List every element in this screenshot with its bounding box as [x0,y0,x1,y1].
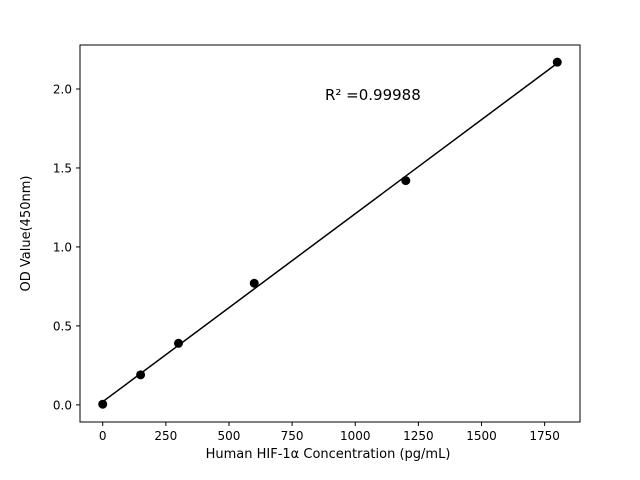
r-squared-annotation: R² =0.99988 [325,86,421,104]
fit-line [101,62,559,403]
y-tick-label: 1.0 [53,240,72,254]
y-tick-label: 1.5 [53,161,72,175]
y-axis-label: OD Value(450nm) [19,176,34,292]
x-tick-label: 1250 [403,429,434,443]
data-point [173,338,183,348]
data-point [552,57,562,67]
x-tick-label: 1000 [340,429,371,443]
data-point [249,278,259,288]
x-tick-label: 0 [99,429,107,443]
y-tick-label: 2.0 [53,82,72,96]
plot-generated-layer: 0 250 500 750 1000 1250 1500 1750 0.0 0.5 1.0 1.5 2.… [53,44,581,443]
x-tick-label: 750 [281,429,304,443]
plot-border [79,44,581,423]
x-tick-label: 1750 [529,429,560,443]
data-point [98,399,108,409]
y-tick-label: 0.0 [53,398,72,412]
x-tick-label: 500 [218,429,241,443]
y-tick-label: 0.5 [53,319,72,333]
data-point [401,176,411,186]
x-tick-label: 1500 [466,429,497,443]
x-axis-label: Human HIF-1α Concentration (pg/mL) [206,447,451,462]
data-point [136,370,146,380]
x-tick-label: 250 [154,429,177,443]
